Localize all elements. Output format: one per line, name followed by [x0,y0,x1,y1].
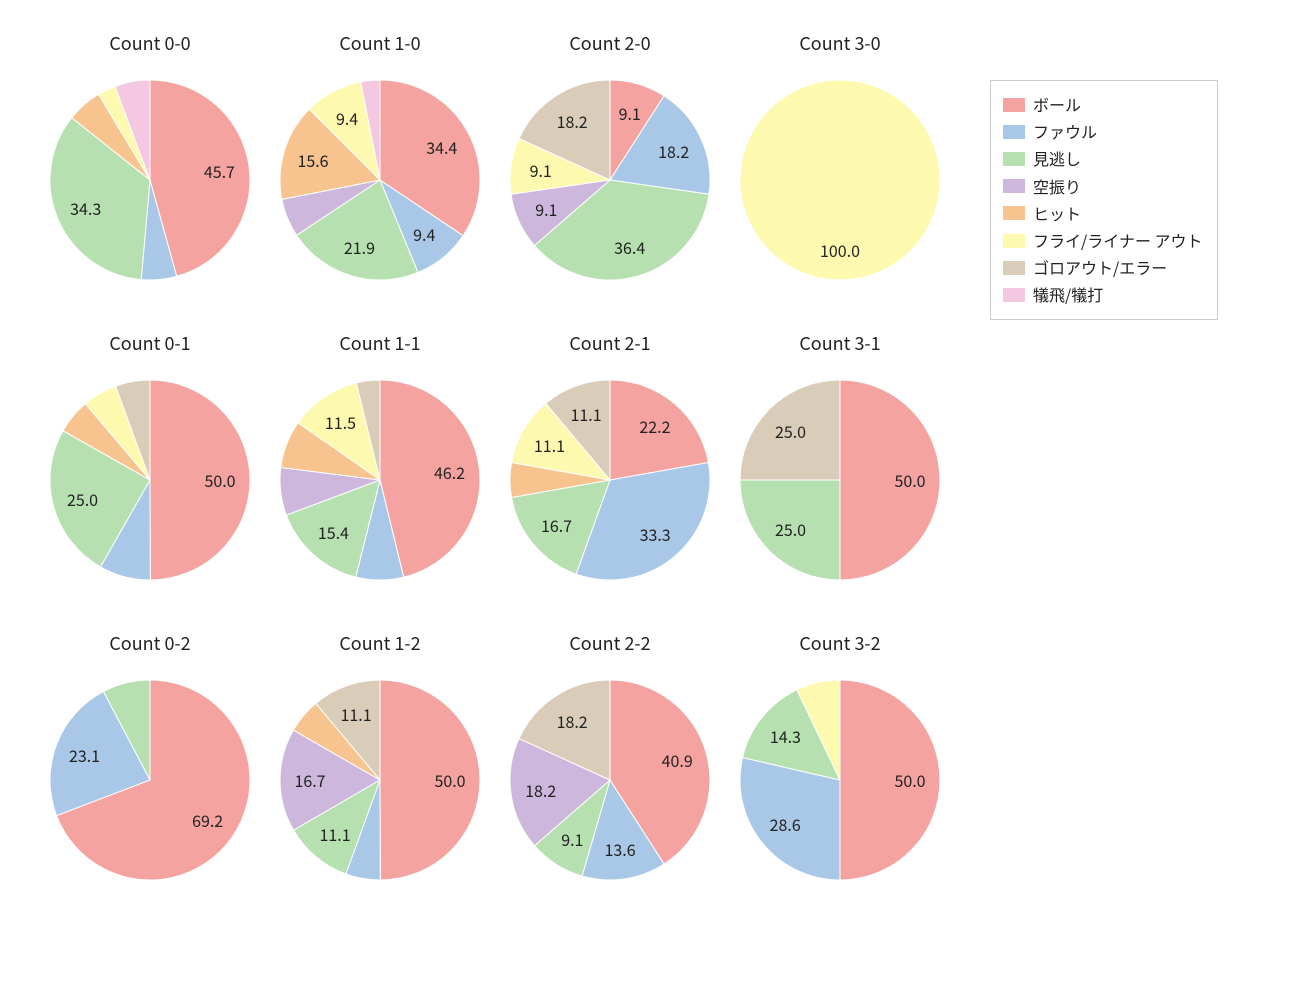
slice-label: 18.2 [525,778,556,802]
slice-label: 40.9 [662,748,693,772]
slice-label: 28.6 [770,812,801,836]
slice-label: 18.2 [658,139,689,163]
slice-label: 25.0 [775,419,806,443]
chart-title: Count 1-2 [339,630,420,656]
legend-label: フライ/ライナー アウト [1033,227,1203,254]
chart-title: Count 1-0 [339,30,420,56]
slice-label: 22.2 [639,414,670,438]
slice-label: 25.0 [775,517,806,541]
slice-label: 9.4 [413,222,435,246]
pie-chart [48,678,252,882]
slice-label: 11.5 [325,410,356,434]
legend: ボールファウル見逃し空振りヒットフライ/ライナー アウトゴロアウト/エラー犠飛/… [990,80,1218,320]
slice-label: 21.9 [344,235,375,259]
slice-label: 9.1 [535,197,557,221]
slice-label: 11.1 [320,822,351,846]
slice-label: 11.1 [341,702,372,726]
legend-label: 犠飛/犠打 [1033,281,1103,308]
legend-label: ファウル [1033,118,1097,145]
slice-label: 18.2 [557,709,588,733]
slice-label: 50.0 [894,468,925,492]
slice-label: 25.0 [67,487,98,511]
chart-grid: Count 0-0 45.7 34.3 Count 1-0 34.4 9.4 21.9 15.… [0,0,1300,1000]
slice-label: 69.2 [192,808,223,832]
slice-label: 36.4 [614,235,645,259]
chart-title: Count 3-2 [799,630,880,656]
legend-item: フライ/ライナー アウト [1003,227,1203,254]
slice-label: 46.2 [434,460,465,484]
slice-label: 16.7 [541,513,572,537]
chart-title: Count 3-0 [799,30,880,56]
slice-label: 15.4 [318,520,349,544]
slice-label: 14.3 [770,724,801,748]
legend-item: ヒット [1003,200,1203,227]
slice-label: 45.7 [204,159,235,183]
legend-label: ゴロアウト/エラー [1033,254,1167,281]
legend-swatch [1003,261,1025,275]
slice-label: 15.6 [297,148,328,172]
slice-label: 50.0 [894,768,925,792]
slice-label: 13.6 [605,837,636,861]
pie-chart [278,78,482,282]
chart-title: Count 1-1 [339,330,420,356]
slice-label: 11.1 [534,433,565,457]
slice-label: 34.4 [426,135,457,159]
chart-title: Count 2-2 [569,630,650,656]
legend-label: ボール [1033,91,1081,118]
legend-item: 犠飛/犠打 [1003,281,1203,308]
legend-item: ゴロアウト/エラー [1003,254,1203,281]
legend-label: 空振り [1033,173,1081,200]
slice-label: 11.1 [571,402,602,426]
legend-label: ヒット [1033,200,1081,227]
chart-title: Count 2-1 [569,330,650,356]
slice-label: 34.3 [70,196,101,220]
legend-swatch [1003,206,1025,220]
slice-label: 9.1 [530,158,552,182]
slice-label: 100.0 [820,238,860,262]
legend-item: 見逃し [1003,145,1203,172]
chart-title: Count 2-0 [569,30,650,56]
slice-label: 9.1 [619,101,641,125]
chart-title: Count 0-2 [109,630,190,656]
chart-title: Count 0-1 [109,330,190,356]
legend-swatch [1003,152,1025,166]
legend-item: 空振り [1003,173,1203,200]
slice-label: 50.0 [434,768,465,792]
slice-label: 16.7 [294,768,325,792]
slice-label: 23.1 [69,743,100,767]
legend-item: ファウル [1003,118,1203,145]
slice-label: 33.3 [640,522,671,546]
legend-swatch [1003,288,1025,302]
slice-label: 9.4 [336,106,358,130]
legend-swatch [1003,234,1025,248]
legend-label: 見逃し [1033,145,1081,172]
slice-label: 50.0 [204,468,235,492]
slice-label: 9.1 [561,827,583,851]
legend-swatch [1003,179,1025,193]
chart-title: Count 0-0 [109,30,190,56]
legend-swatch [1003,98,1025,112]
slice-label: 18.2 [557,109,588,133]
legend-swatch [1003,125,1025,139]
chart-title: Count 3-1 [799,330,880,356]
pie-chart [508,378,712,582]
legend-item: ボール [1003,91,1203,118]
